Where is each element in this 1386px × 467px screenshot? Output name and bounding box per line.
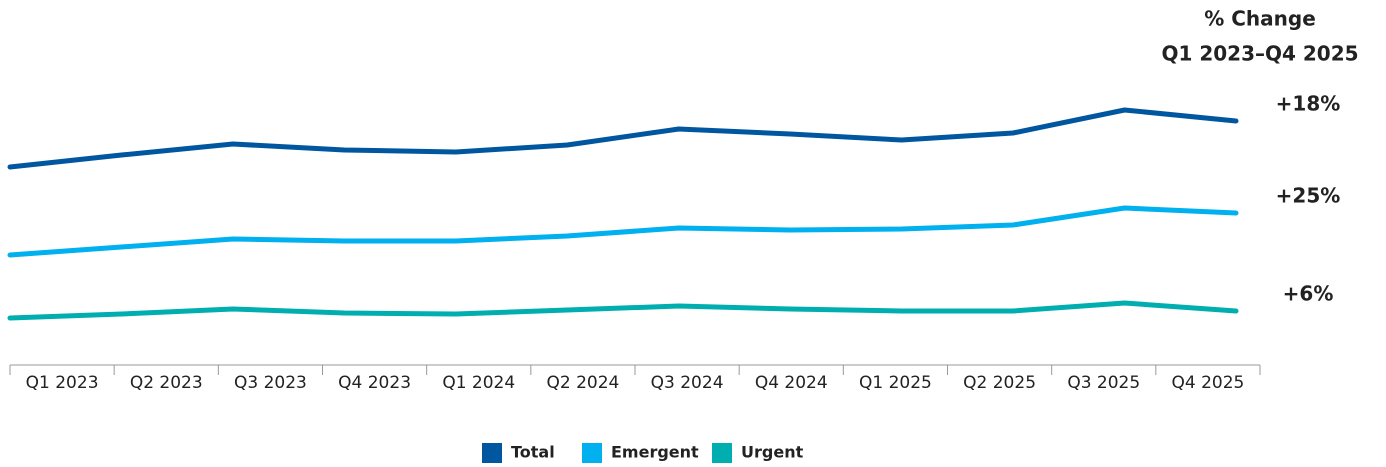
x-tick-label: Q1 2024 — [442, 373, 515, 393]
legend-swatch — [582, 443, 602, 463]
x-tick-label: Q1 2023 — [26, 373, 99, 393]
legend-swatch — [482, 443, 502, 463]
change-label: +6% — [1283, 282, 1334, 306]
change-label: +25% — [1276, 184, 1341, 208]
x-tick-label: Q2 2023 — [130, 373, 203, 393]
x-tick-label: Q3 2024 — [651, 373, 724, 393]
series-line — [7, 300, 1239, 321]
legend-label: Emergent — [611, 443, 699, 462]
x-tick-label: Q1 2025 — [859, 373, 932, 393]
x-tick-label: Q4 2023 — [338, 373, 411, 393]
x-tick-label: Q3 2025 — [1067, 373, 1140, 393]
header-title: % Change — [1204, 7, 1316, 31]
legend-label: Total — [511, 443, 555, 462]
x-tick-label: Q3 2023 — [234, 373, 307, 393]
series-line — [7, 107, 1239, 170]
x-tick-label: Q2 2024 — [546, 373, 619, 393]
x-tick-label: Q4 2024 — [755, 373, 828, 393]
legend-swatch — [712, 443, 732, 463]
x-tick-label: Q4 2025 — [1171, 373, 1244, 393]
legend-label: Urgent — [741, 443, 804, 462]
series-line — [7, 205, 1239, 258]
x-tick-label: Q2 2025 — [963, 373, 1036, 393]
change-label: +18% — [1276, 92, 1341, 116]
header-subtitle: Q1 2023–Q4 2025 — [1161, 42, 1358, 66]
